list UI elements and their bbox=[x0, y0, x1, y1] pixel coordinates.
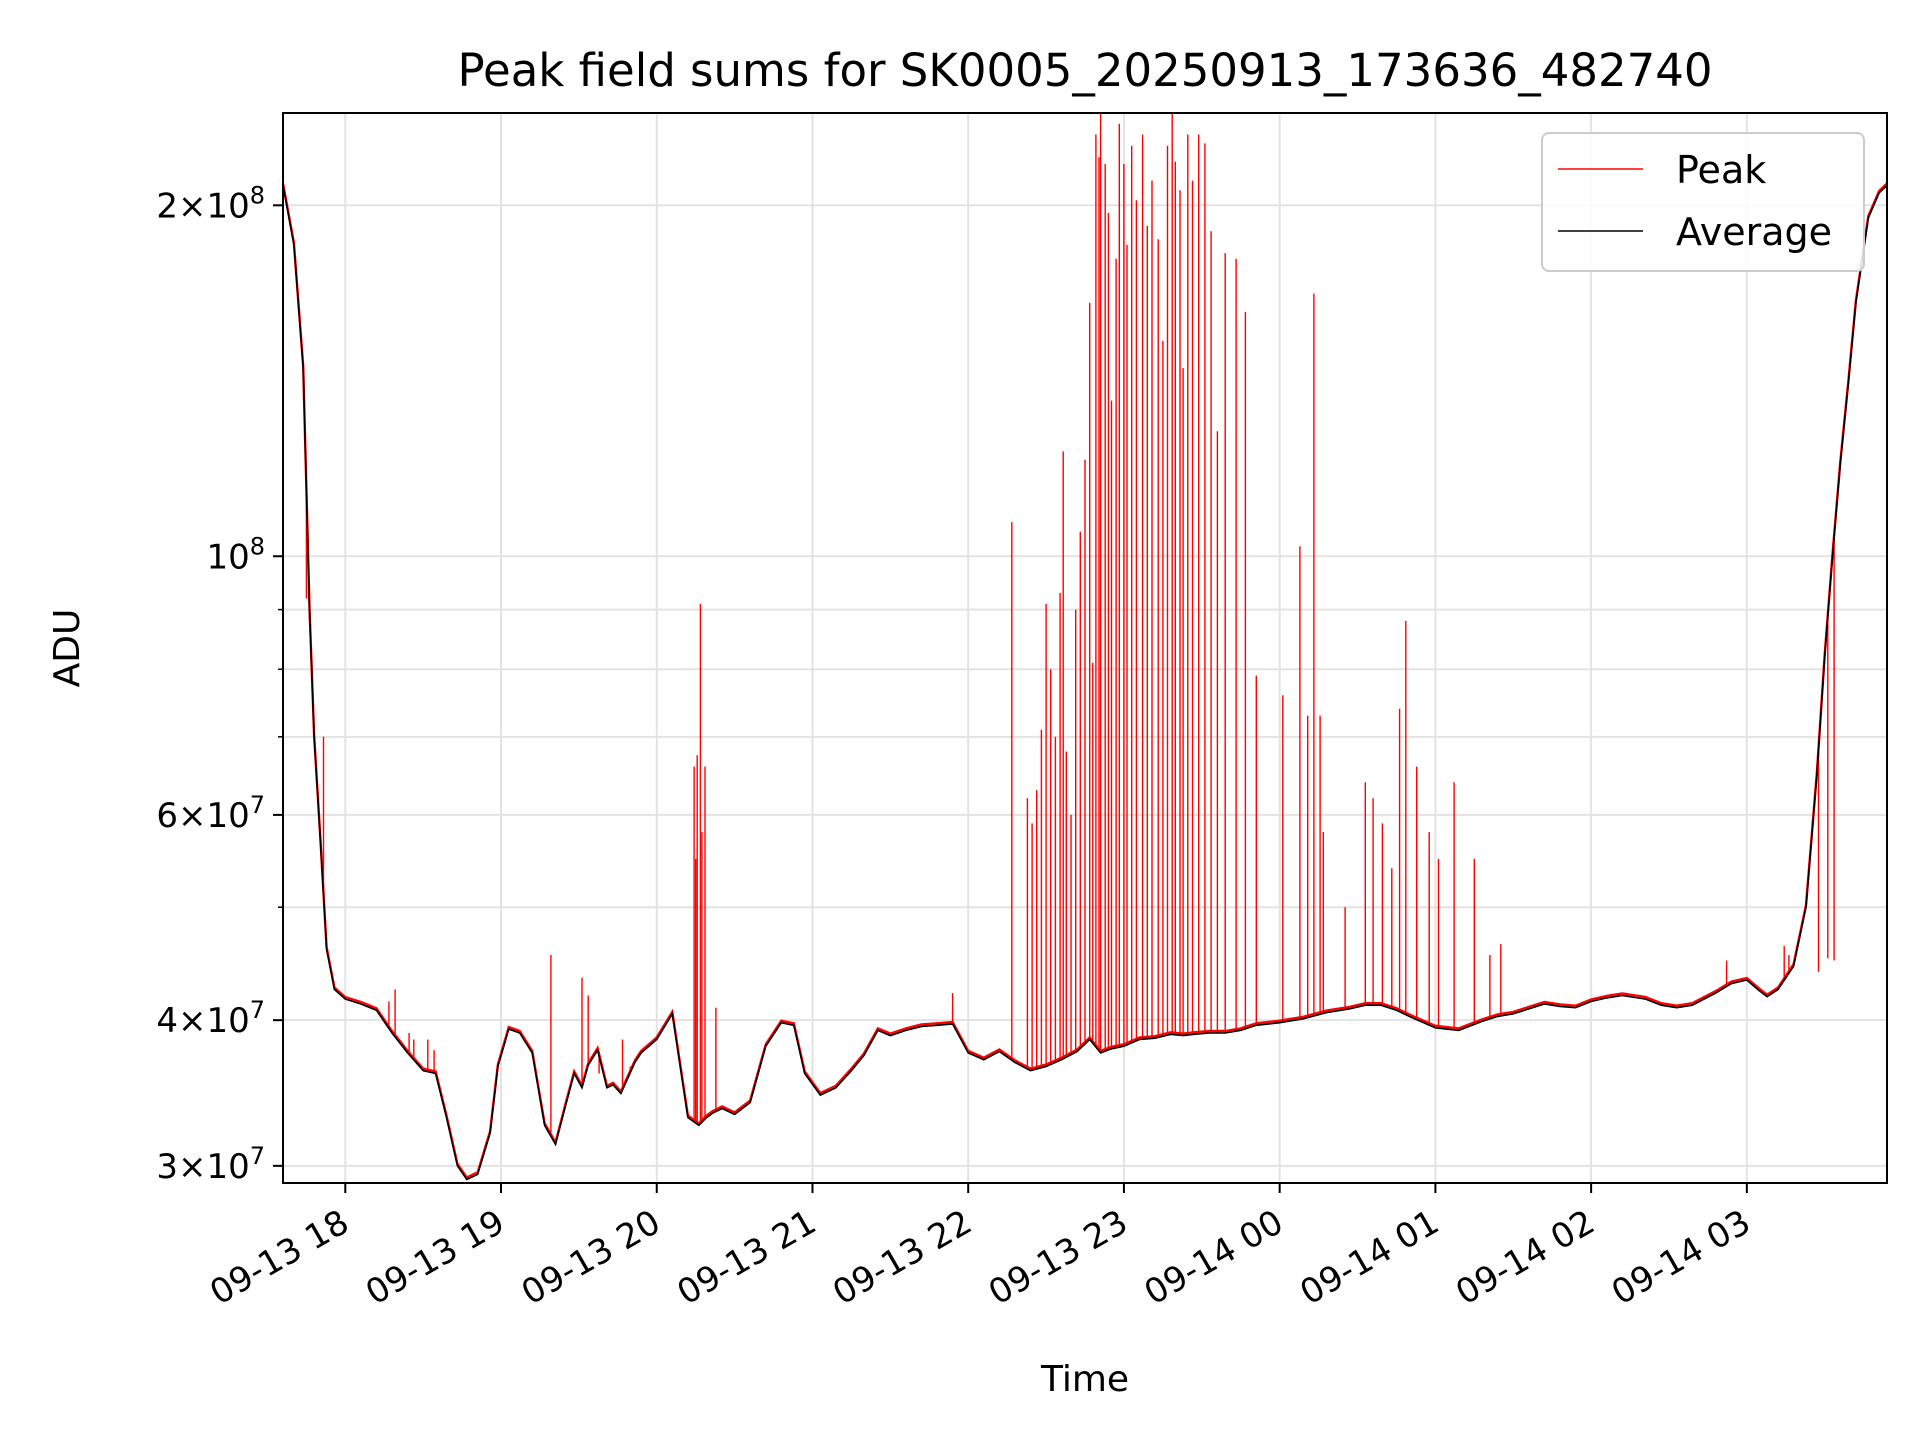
y-axis-label: ADU bbox=[47, 609, 88, 688]
y-tick-label: 108 bbox=[206, 532, 265, 577]
y-axis: 3×107 4×107 6×107 108 2×108 bbox=[156, 181, 283, 1187]
chart-title: Peak field sums for SK0005_20250913_1736… bbox=[458, 44, 1713, 97]
legend-box bbox=[1541, 132, 1865, 272]
average-series-line bbox=[282, 184, 1888, 1181]
plot-frame bbox=[282, 112, 1888, 1184]
legend-label-peak: Peak bbox=[1676, 148, 1766, 192]
legend: Peak Average bbox=[1541, 132, 1865, 272]
plot-series bbox=[281, 113, 1888, 1181]
y-tick-label: 6×107 bbox=[156, 791, 265, 836]
y-tick-label: 4×107 bbox=[156, 996, 265, 1041]
y-tick-label: 3×107 bbox=[156, 1142, 265, 1187]
y-tick-label: 2×108 bbox=[156, 181, 265, 226]
x-axis-label: Time bbox=[1040, 1359, 1129, 1400]
legend-label-average: Average bbox=[1676, 210, 1832, 254]
